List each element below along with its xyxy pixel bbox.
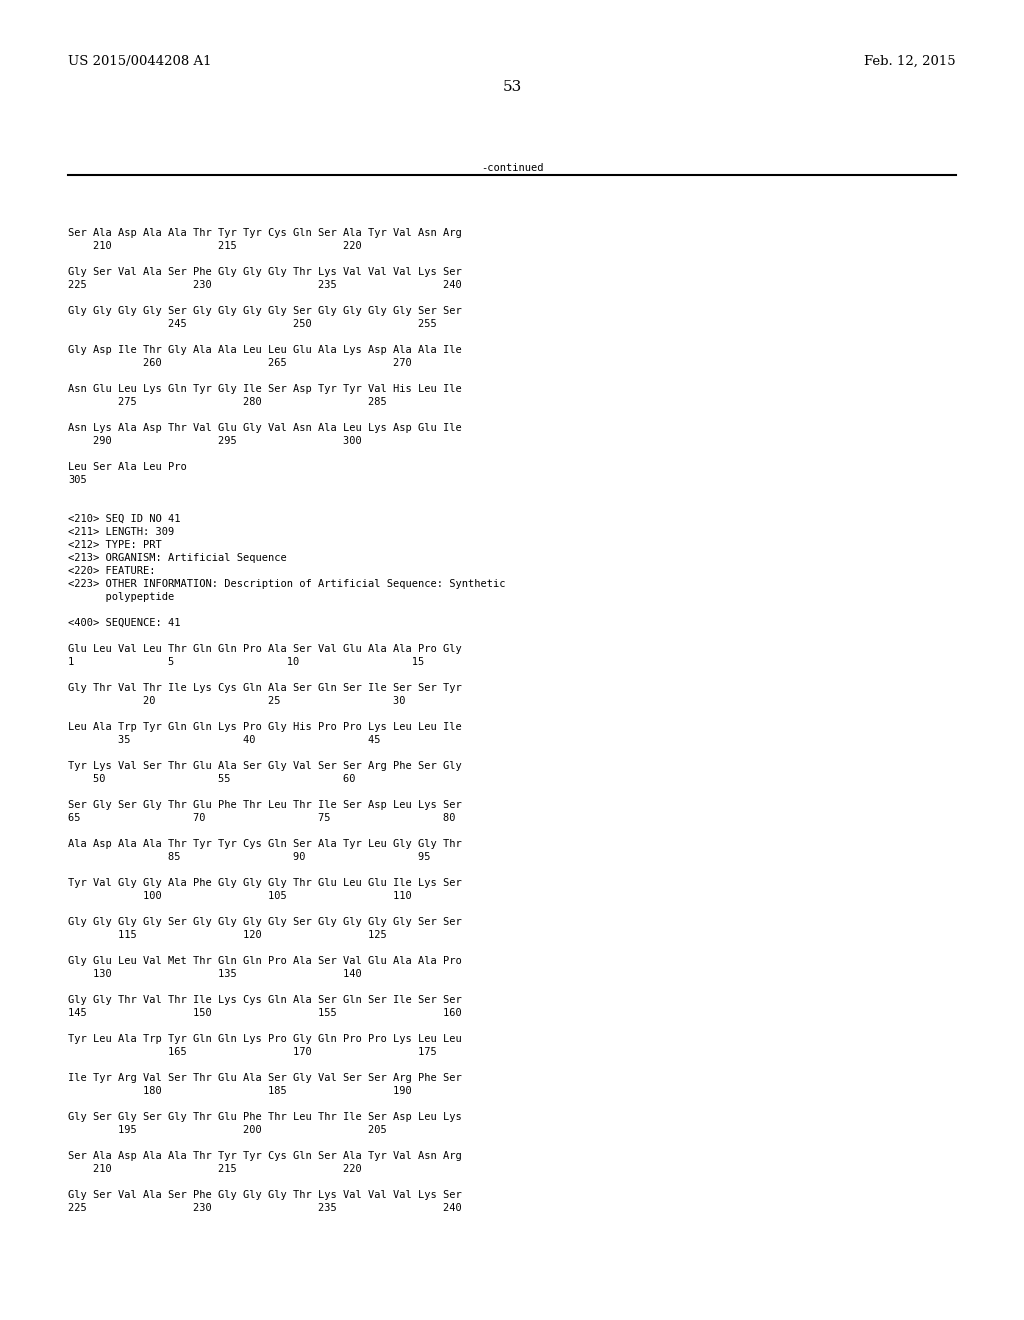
Text: 195                 200                 205: 195 200 205: [68, 1125, 387, 1135]
Text: <211> LENGTH: 309: <211> LENGTH: 309: [68, 527, 174, 537]
Text: 50                  55                  60: 50 55 60: [68, 774, 355, 784]
Text: 53: 53: [503, 81, 521, 94]
Text: <223> OTHER INFORMATION: Description of Artificial Sequence: Synthetic: <223> OTHER INFORMATION: Description of …: [68, 579, 506, 589]
Text: Tyr Val Gly Gly Ala Phe Gly Gly Gly Thr Glu Leu Glu Ile Lys Ser: Tyr Val Gly Gly Ala Phe Gly Gly Gly Thr …: [68, 878, 462, 888]
Text: Gly Ser Gly Ser Gly Thr Glu Phe Thr Leu Thr Ile Ser Asp Leu Lys: Gly Ser Gly Ser Gly Thr Glu Phe Thr Leu …: [68, 1111, 462, 1122]
Text: 260                 265                 270: 260 265 270: [68, 358, 412, 368]
Text: 130                 135                 140: 130 135 140: [68, 969, 361, 979]
Text: US 2015/0044208 A1: US 2015/0044208 A1: [68, 55, 212, 69]
Text: <400> SEQUENCE: 41: <400> SEQUENCE: 41: [68, 618, 180, 628]
Text: <213> ORGANISM: Artificial Sequence: <213> ORGANISM: Artificial Sequence: [68, 553, 287, 564]
Text: 85                  90                  95: 85 90 95: [68, 851, 430, 862]
Text: Gly Ser Val Ala Ser Phe Gly Gly Gly Thr Lys Val Val Val Lys Ser: Gly Ser Val Ala Ser Phe Gly Gly Gly Thr …: [68, 267, 462, 277]
Text: 245                 250                 255: 245 250 255: [68, 319, 437, 329]
Text: 210                 215                 220: 210 215 220: [68, 1164, 361, 1173]
Text: Gly Gly Gly Gly Ser Gly Gly Gly Gly Ser Gly Gly Gly Gly Ser Ser: Gly Gly Gly Gly Ser Gly Gly Gly Gly Ser …: [68, 306, 462, 315]
Text: <212> TYPE: PRT: <212> TYPE: PRT: [68, 540, 162, 550]
Text: Ser Ala Asp Ala Ala Thr Tyr Tyr Cys Gln Ser Ala Tyr Val Asn Arg: Ser Ala Asp Ala Ala Thr Tyr Tyr Cys Gln …: [68, 228, 462, 238]
Text: Feb. 12, 2015: Feb. 12, 2015: [864, 55, 956, 69]
Text: Gly Thr Val Thr Ile Lys Cys Gln Ala Ser Gln Ser Ile Ser Ser Tyr: Gly Thr Val Thr Ile Lys Cys Gln Ala Ser …: [68, 682, 462, 693]
Text: Gly Asp Ile Thr Gly Ala Ala Leu Leu Glu Ala Lys Asp Ala Ala Ile: Gly Asp Ile Thr Gly Ala Ala Leu Leu Glu …: [68, 345, 462, 355]
Text: 20                  25                  30: 20 25 30: [68, 696, 406, 706]
Text: Gly Gly Thr Val Thr Ile Lys Cys Gln Ala Ser Gln Ser Ile Ser Ser: Gly Gly Thr Val Thr Ile Lys Cys Gln Ala …: [68, 995, 462, 1005]
Text: 165                 170                 175: 165 170 175: [68, 1047, 437, 1057]
Text: Ala Asp Ala Ala Thr Tyr Tyr Cys Gln Ser Ala Tyr Leu Gly Gly Thr: Ala Asp Ala Ala Thr Tyr Tyr Cys Gln Ser …: [68, 840, 462, 849]
Text: 290                 295                 300: 290 295 300: [68, 436, 361, 446]
Text: -continued: -continued: [480, 162, 544, 173]
Text: Ser Gly Ser Gly Thr Glu Phe Thr Leu Thr Ile Ser Asp Leu Lys Ser: Ser Gly Ser Gly Thr Glu Phe Thr Leu Thr …: [68, 800, 462, 810]
Text: 225                 230                 235                 240: 225 230 235 240: [68, 1203, 462, 1213]
Text: <210> SEQ ID NO 41: <210> SEQ ID NO 41: [68, 513, 180, 524]
Text: 275                 280                 285: 275 280 285: [68, 397, 387, 407]
Text: Ser Ala Asp Ala Ala Thr Tyr Tyr Cys Gln Ser Ala Tyr Val Asn Arg: Ser Ala Asp Ala Ala Thr Tyr Tyr Cys Gln …: [68, 1151, 462, 1162]
Text: <220> FEATURE:: <220> FEATURE:: [68, 566, 156, 576]
Text: 100                 105                 110: 100 105 110: [68, 891, 412, 902]
Text: Leu Ala Trp Tyr Gln Gln Lys Pro Gly His Pro Pro Lys Leu Leu Ile: Leu Ala Trp Tyr Gln Gln Lys Pro Gly His …: [68, 722, 462, 733]
Text: Asn Lys Ala Asp Thr Val Glu Gly Val Asn Ala Leu Lys Asp Glu Ile: Asn Lys Ala Asp Thr Val Glu Gly Val Asn …: [68, 422, 462, 433]
Text: Gly Ser Val Ala Ser Phe Gly Gly Gly Thr Lys Val Val Val Lys Ser: Gly Ser Val Ala Ser Phe Gly Gly Gly Thr …: [68, 1191, 462, 1200]
Text: 180                 185                 190: 180 185 190: [68, 1086, 412, 1096]
Text: 35                  40                  45: 35 40 45: [68, 735, 381, 744]
Text: 210                 215                 220: 210 215 220: [68, 242, 361, 251]
Text: Ile Tyr Arg Val Ser Thr Glu Ala Ser Gly Val Ser Ser Arg Phe Ser: Ile Tyr Arg Val Ser Thr Glu Ala Ser Gly …: [68, 1073, 462, 1082]
Text: Gly Glu Leu Val Met Thr Gln Gln Pro Ala Ser Val Glu Ala Ala Pro: Gly Glu Leu Val Met Thr Gln Gln Pro Ala …: [68, 956, 462, 966]
Text: Glu Leu Val Leu Thr Gln Gln Pro Ala Ser Val Glu Ala Ala Pro Gly: Glu Leu Val Leu Thr Gln Gln Pro Ala Ser …: [68, 644, 462, 653]
Text: 115                 120                 125: 115 120 125: [68, 931, 387, 940]
Text: Tyr Leu Ala Trp Tyr Gln Gln Lys Pro Gly Gln Pro Pro Lys Leu Leu: Tyr Leu Ala Trp Tyr Gln Gln Lys Pro Gly …: [68, 1034, 462, 1044]
Text: 305: 305: [68, 475, 87, 484]
Text: Leu Ser Ala Leu Pro: Leu Ser Ala Leu Pro: [68, 462, 186, 473]
Text: Asn Glu Leu Lys Gln Tyr Gly Ile Ser Asp Tyr Tyr Val His Leu Ile: Asn Glu Leu Lys Gln Tyr Gly Ile Ser Asp …: [68, 384, 462, 393]
Text: polypeptide: polypeptide: [68, 591, 174, 602]
Text: 1               5                  10                  15: 1 5 10 15: [68, 657, 424, 667]
Text: Tyr Lys Val Ser Thr Glu Ala Ser Gly Val Ser Ser Arg Phe Ser Gly: Tyr Lys Val Ser Thr Glu Ala Ser Gly Val …: [68, 762, 462, 771]
Text: 145                 150                 155                 160: 145 150 155 160: [68, 1008, 462, 1018]
Text: 65                  70                  75                  80: 65 70 75 80: [68, 813, 456, 822]
Text: Gly Gly Gly Gly Ser Gly Gly Gly Gly Ser Gly Gly Gly Gly Ser Ser: Gly Gly Gly Gly Ser Gly Gly Gly Gly Ser …: [68, 917, 462, 927]
Text: 225                 230                 235                 240: 225 230 235 240: [68, 280, 462, 290]
